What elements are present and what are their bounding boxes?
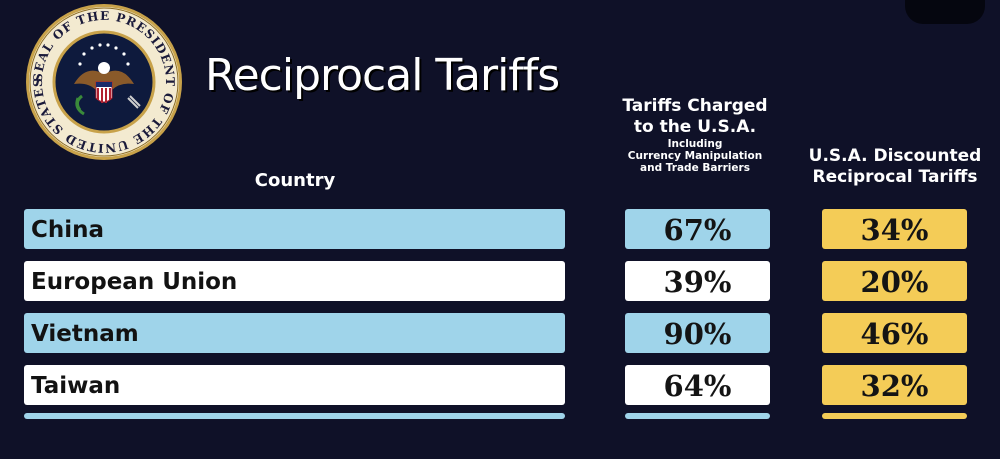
top-right-corner-shape: [905, 0, 985, 24]
discounted-header-line1: U.S.A. Discounted: [808, 146, 982, 166]
charged-tariff-cell: 39%: [625, 261, 770, 301]
page-title: Reciprocal Tariffs: [205, 50, 560, 101]
table-row: Vietnam 90% 46%: [0, 313, 1000, 359]
discounted-tariffs-column-header: U.S.A. Discounted Reciprocal Tariffs: [795, 146, 995, 188]
table-row: China 67% 34%: [0, 209, 1000, 255]
discounted-tariff-cell: 20%: [822, 261, 967, 301]
charged-tariff-cell: 64%: [625, 365, 770, 405]
charged-tariff-cell: 67%: [625, 209, 770, 249]
table-row-partial: [0, 413, 1000, 459]
charged-header-sub1: Including: [667, 138, 723, 150]
country-cell: Taiwan: [24, 365, 565, 405]
table-row: European Union 39% 20%: [0, 261, 1000, 307]
charged-header-line1: Tariffs Charged: [622, 96, 768, 116]
charged-tariff-cell-partial: [625, 413, 770, 419]
discounted-header-line2: Reciprocal Tariffs: [812, 167, 978, 187]
presidential-seal-icon: SEAL OF THE PRESIDENT OF THE UNITED STAT…: [26, 4, 182, 160]
charged-header-sub3: and Trade Barriers: [640, 162, 750, 174]
discounted-tariff-cell: 32%: [822, 365, 967, 405]
country-cell: Vietnam: [24, 313, 565, 353]
table-row: Taiwan 64% 32%: [0, 365, 1000, 411]
discounted-tariff-cell: 46%: [822, 313, 967, 353]
discounted-tariff-cell-partial: [822, 413, 967, 419]
discounted-tariff-cell: 34%: [822, 209, 967, 249]
charged-header-sub2: Currency Manipulation: [627, 150, 763, 162]
tariffs-charged-column-header: Tariffs Charged to the U.S.A. Including …: [600, 96, 790, 174]
country-cell: European Union: [24, 261, 565, 301]
country-cell: China: [24, 209, 565, 249]
charged-header-line2: to the U.S.A.: [633, 117, 757, 137]
charged-tariff-cell: 90%: [625, 313, 770, 353]
country-column-header: Country: [254, 170, 336, 191]
country-cell-partial: [24, 413, 565, 419]
